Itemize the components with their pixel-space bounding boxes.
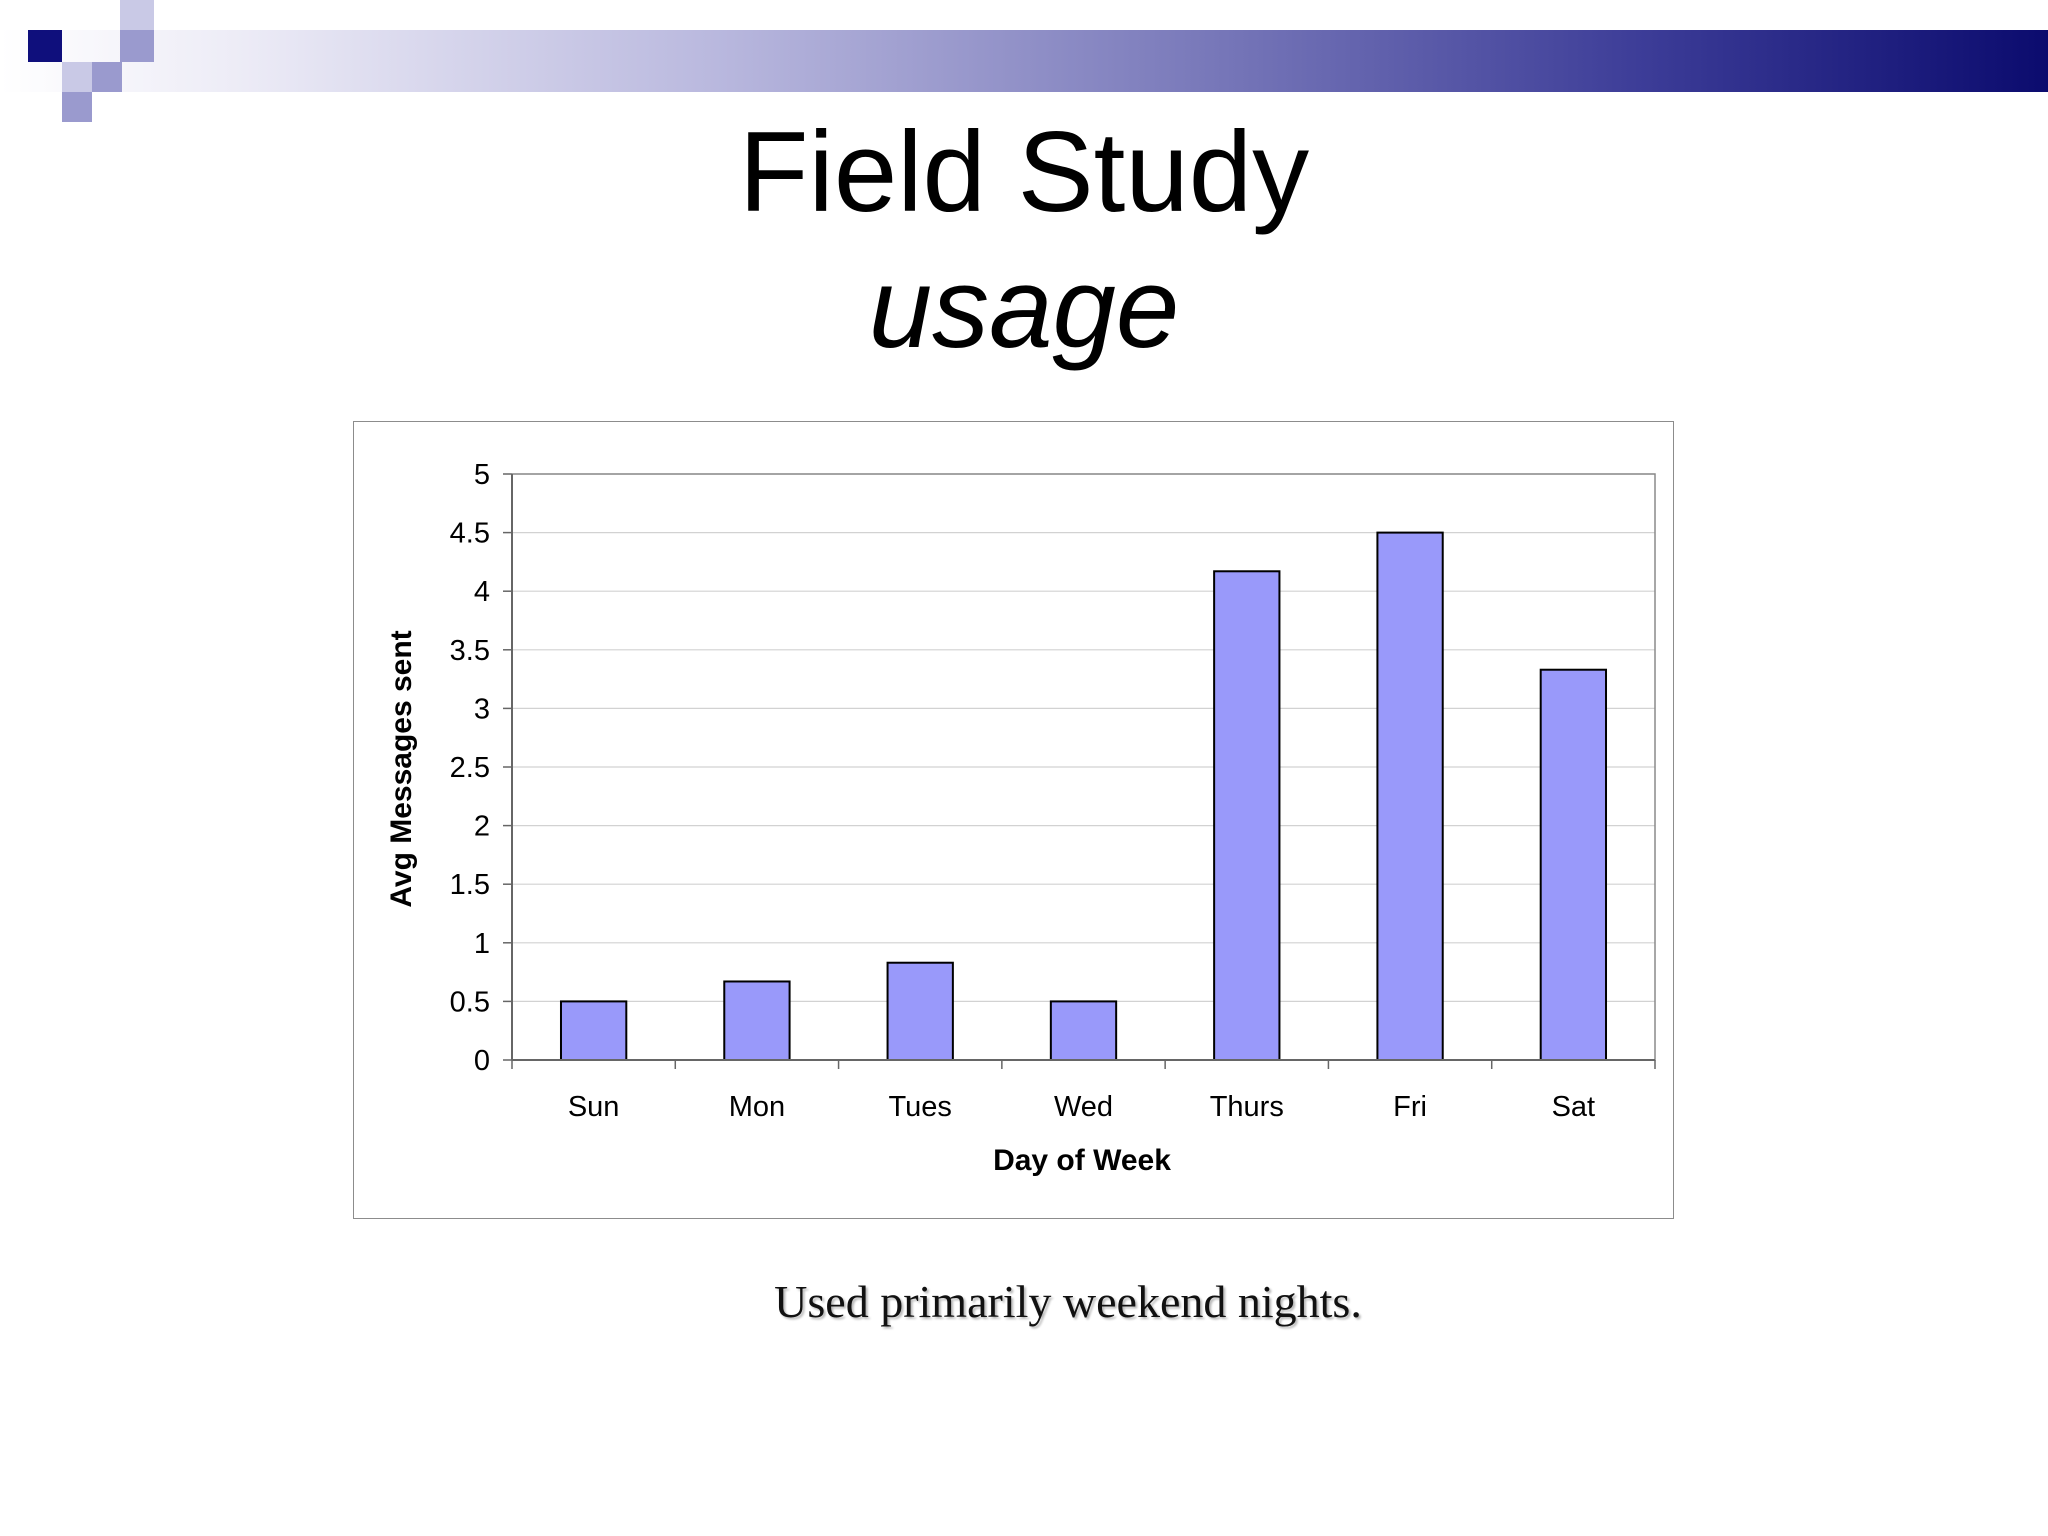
gridlines <box>512 473 1655 1003</box>
x-tick-label: Tues <box>889 1091 952 1123</box>
bar-thurs <box>1213 570 1281 1061</box>
x-tick-label: Fri <box>1393 1091 1427 1123</box>
x-tick-label: Sun <box>568 1091 620 1123</box>
bar-chart: 0 0.5 1 1.5 2 2.5 3 3.5 4 4.5 5 Sun Mon Tues Wed Thurs F… <box>385 459 1656 1177</box>
bar-sat <box>1539 668 1608 1061</box>
y-tick-label: 3 <box>474 693 490 725</box>
y-tick-label: 2 <box>474 811 490 843</box>
decorative-square <box>62 92 92 122</box>
decorative-square <box>92 62 122 92</box>
y-tick-label: 1 <box>474 928 490 960</box>
slide-caption: Used primarily weekend nights. <box>774 1276 1362 1327</box>
x-tick-label: Thurs <box>1210 1091 1284 1123</box>
x-tick-label: Mon <box>729 1091 785 1123</box>
chart-frame: 0 0.5 1 1.5 2 2.5 3 3.5 4 4.5 5 Sun Mon Tues Wed Thurs F… <box>353 421 1674 1219</box>
bar-fri <box>1376 531 1444 1062</box>
bars <box>559 531 1608 1062</box>
y-axis-title: Avg Messages sent <box>385 630 418 907</box>
bar-wed <box>1049 1000 1118 1062</box>
decorative-square <box>120 30 154 62</box>
y-tick-label: 5 <box>474 459 490 491</box>
x-axis-title: Day of Week <box>993 1144 1171 1177</box>
y-tick-label: 4.5 <box>450 518 490 550</box>
bar-tues <box>886 961 954 1061</box>
y-tick-label: 0 <box>474 1045 490 1077</box>
tick-labels: 0 0.5 1 1.5 2 2.5 3 3.5 4 4.5 5 Sun Mon Tues Wed Thurs F… <box>450 459 1595 1123</box>
slide-subtitle: usage <box>868 245 1180 372</box>
slide-title: Field Study <box>738 109 1310 236</box>
axes <box>503 473 1656 1069</box>
y-tick-label: 2.5 <box>450 752 490 784</box>
decorative-square <box>62 62 92 92</box>
bar-mon <box>723 980 791 1062</box>
bar-sun <box>559 1000 628 1062</box>
y-tick-label: 3.5 <box>450 635 490 667</box>
y-tick-label: 0.5 <box>450 986 490 1018</box>
header-gradient-band <box>0 30 2048 92</box>
decorative-square <box>120 0 154 30</box>
x-tick-label: Sat <box>1552 1091 1596 1123</box>
y-tick-label: 1.5 <box>450 869 490 901</box>
decorative-square-dark <box>28 30 62 62</box>
x-tick-label: Wed <box>1054 1091 1113 1123</box>
y-tick-label: 4 <box>474 576 490 608</box>
